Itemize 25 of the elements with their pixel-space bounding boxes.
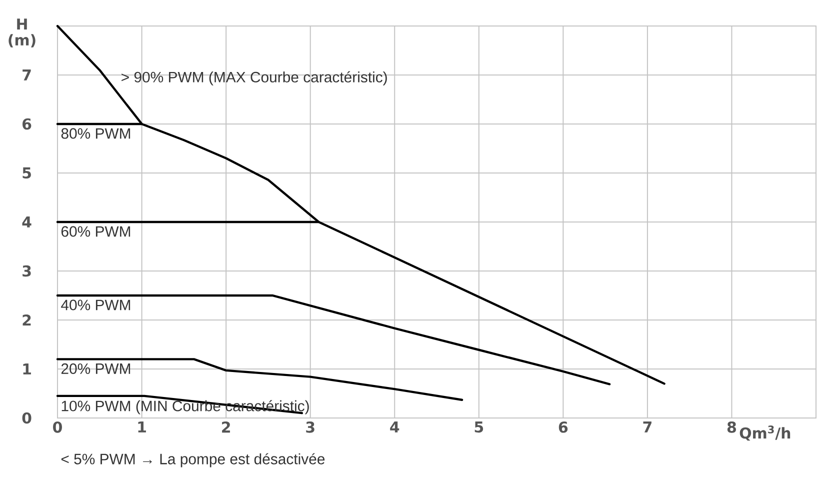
- x-tick-label: 3: [306, 422, 314, 433]
- y-tick-label: 7: [22, 70, 31, 80]
- y-tick-label: 4: [22, 216, 32, 228]
- x-tick-label: 0: [53, 422, 62, 433]
- y-axis-title: H (m): [8, 18, 36, 48]
- x-tick-label: 5: [474, 422, 484, 433]
- y-tick-label: 0: [22, 412, 32, 424]
- x-tick-label: 6: [558, 422, 568, 433]
- y-tick-label: 5: [22, 167, 31, 179]
- y-tick-label: 6: [22, 118, 32, 130]
- x-tick-label: 7: [643, 422, 652, 432]
- series-label: > 90% PWM (MAX Courbe caractéristic): [122, 71, 387, 86]
- x-axis-title: Qm$^{3}$/h: [740, 426, 790, 441]
- y-tick-label: 3: [22, 265, 31, 277]
- x-tick-label: 8: [727, 422, 736, 433]
- series-label: 20% PWM: [61, 363, 130, 374]
- x-tick-label: 2: [222, 422, 230, 433]
- y-tick-label: 1: [23, 364, 31, 374]
- series-label: 40% PWM: [61, 300, 130, 310]
- text: < 5% PWM → La pompe est désactivée: [61, 453, 325, 468]
- x-tick-label: 1: [138, 422, 146, 432]
- x-tick-label: 4: [390, 422, 400, 432]
- series-label: 60% PWM: [61, 226, 130, 237]
- series-label: 80% PWM: [61, 128, 130, 139]
- y-tick-label: 2: [22, 314, 31, 326]
